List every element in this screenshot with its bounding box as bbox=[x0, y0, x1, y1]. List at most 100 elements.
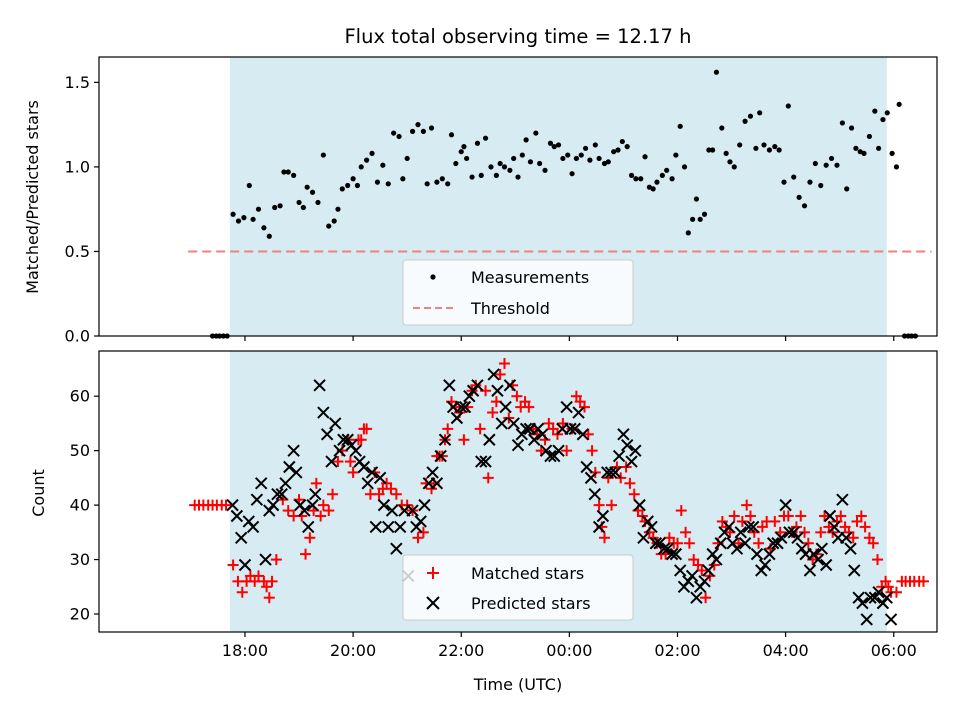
predicted-star-point bbox=[250, 493, 264, 506]
matched-star-point bbox=[482, 472, 494, 484]
matched-star-point bbox=[227, 559, 239, 571]
measurement-point bbox=[801, 203, 808, 209]
matched-star-point bbox=[696, 564, 708, 576]
legend-matched-label: Matched stars bbox=[471, 564, 584, 583]
x-tick-label: 18:00 bbox=[222, 641, 268, 660]
predicted-star-point bbox=[612, 449, 626, 463]
matched-star-point bbox=[671, 537, 683, 549]
measurement-point bbox=[693, 196, 700, 202]
y-tick-label: 1.5 bbox=[65, 73, 90, 92]
x-tick-label: 00:00 bbox=[546, 641, 592, 660]
predicted-star-point bbox=[430, 477, 444, 490]
y-tick-label: 60 bbox=[70, 387, 90, 406]
bottom-y-axis-ticks: 20 30 40 50 60 bbox=[70, 387, 99, 624]
predicted-star-point bbox=[706, 547, 719, 561]
measurement-point bbox=[772, 144, 778, 150]
measurement-point bbox=[848, 125, 855, 131]
predicted-star-point bbox=[361, 477, 374, 490]
predicted-star-point bbox=[279, 477, 292, 490]
predicted-star-point bbox=[385, 504, 399, 517]
predicted-star-point bbox=[471, 379, 484, 392]
predicted-star-point bbox=[682, 575, 695, 588]
y-tick-label: 50 bbox=[70, 441, 90, 460]
measurement-point bbox=[296, 199, 302, 206]
measurement-point bbox=[277, 203, 283, 209]
y-tick-label: 20 bbox=[70, 605, 90, 624]
predicted-star-point bbox=[852, 591, 865, 604]
measurement-point bbox=[781, 179, 787, 185]
measurement-point bbox=[565, 152, 571, 158]
measurement-point bbox=[354, 182, 361, 189]
measurement-point bbox=[488, 164, 494, 170]
matched-star-point bbox=[236, 586, 248, 598]
measurement-point bbox=[638, 176, 644, 182]
predicted-star-point bbox=[333, 444, 346, 457]
top-legend: Measurements Threshold bbox=[402, 259, 634, 326]
predicted-star-point bbox=[246, 520, 260, 534]
measurement-point bbox=[400, 176, 406, 182]
legend-predicted-label: Predicted stars bbox=[471, 594, 591, 613]
matched-star-point bbox=[675, 505, 687, 517]
predicted-star-point bbox=[783, 526, 796, 539]
measurement-point bbox=[315, 199, 321, 206]
measurement-point bbox=[713, 69, 720, 75]
matched-star-point bbox=[728, 510, 740, 522]
predicted-star-point bbox=[341, 433, 354, 446]
measurement-points bbox=[209, 69, 918, 339]
count-points bbox=[189, 358, 929, 626]
predicted-star-point bbox=[349, 444, 363, 457]
matched-star-point bbox=[819, 510, 831, 522]
predicted-star-point bbox=[588, 488, 601, 501]
measurement-point bbox=[681, 164, 688, 170]
measurement-point bbox=[791, 174, 797, 180]
predicted-star-point bbox=[438, 433, 452, 446]
predicted-star-point bbox=[742, 520, 756, 534]
matched-star-point bbox=[700, 592, 712, 604]
measurement-point bbox=[710, 147, 716, 153]
x-tick-label: 20:00 bbox=[330, 641, 376, 660]
measurement-point bbox=[839, 120, 845, 126]
predicted-star-point bbox=[275, 488, 288, 501]
predicted-star-point bbox=[499, 400, 512, 414]
matched-star-point bbox=[855, 510, 867, 522]
predicted-star-point bbox=[758, 558, 772, 572]
matched-star-point bbox=[304, 532, 316, 544]
measurement-point bbox=[664, 167, 670, 173]
predicted-star-point bbox=[450, 411, 464, 425]
measurement-point bbox=[834, 162, 840, 168]
measurement-point bbox=[555, 142, 562, 148]
predicted-star-point bbox=[860, 613, 873, 626]
measurement-point bbox=[241, 215, 247, 221]
measurement-point bbox=[685, 230, 691, 236]
predicted-star-point bbox=[580, 460, 593, 474]
predicted-star-point bbox=[884, 613, 898, 626]
measurement-point bbox=[766, 147, 773, 153]
predicted-star-point bbox=[491, 384, 504, 397]
measurement-point bbox=[844, 186, 850, 192]
top-y-axis-ticks: 0.0 0.5 1.0 1.5 bbox=[65, 73, 99, 346]
measurement-point bbox=[309, 189, 316, 195]
y-tick-label: 0.5 bbox=[65, 242, 90, 261]
predicted-star-point bbox=[714, 537, 727, 550]
x-tick-label: 04:00 bbox=[763, 641, 809, 660]
measurement-point bbox=[507, 167, 513, 173]
x-tick-label: 22:00 bbox=[438, 641, 484, 660]
matched-star-point bbox=[385, 483, 397, 495]
predicted-star-point bbox=[564, 422, 577, 436]
measurement-point bbox=[364, 157, 370, 163]
x-tick-label: 02:00 bbox=[654, 641, 700, 660]
measurement-point bbox=[409, 128, 416, 134]
measurement-point bbox=[533, 130, 539, 136]
measurement-point bbox=[619, 138, 625, 145]
matched-star-point bbox=[282, 505, 294, 517]
predicted-star-point bbox=[669, 547, 683, 561]
measurement-point bbox=[624, 144, 630, 150]
predicted-star-point bbox=[507, 417, 520, 430]
measurement-point bbox=[434, 179, 440, 185]
measurement-point bbox=[404, 155, 410, 162]
predicted-star-point bbox=[766, 537, 780, 550]
measurement-point bbox=[339, 186, 345, 192]
predicted-star-point bbox=[771, 537, 784, 550]
matched-star-point bbox=[578, 401, 590, 413]
predicted-star-point bbox=[848, 564, 861, 577]
